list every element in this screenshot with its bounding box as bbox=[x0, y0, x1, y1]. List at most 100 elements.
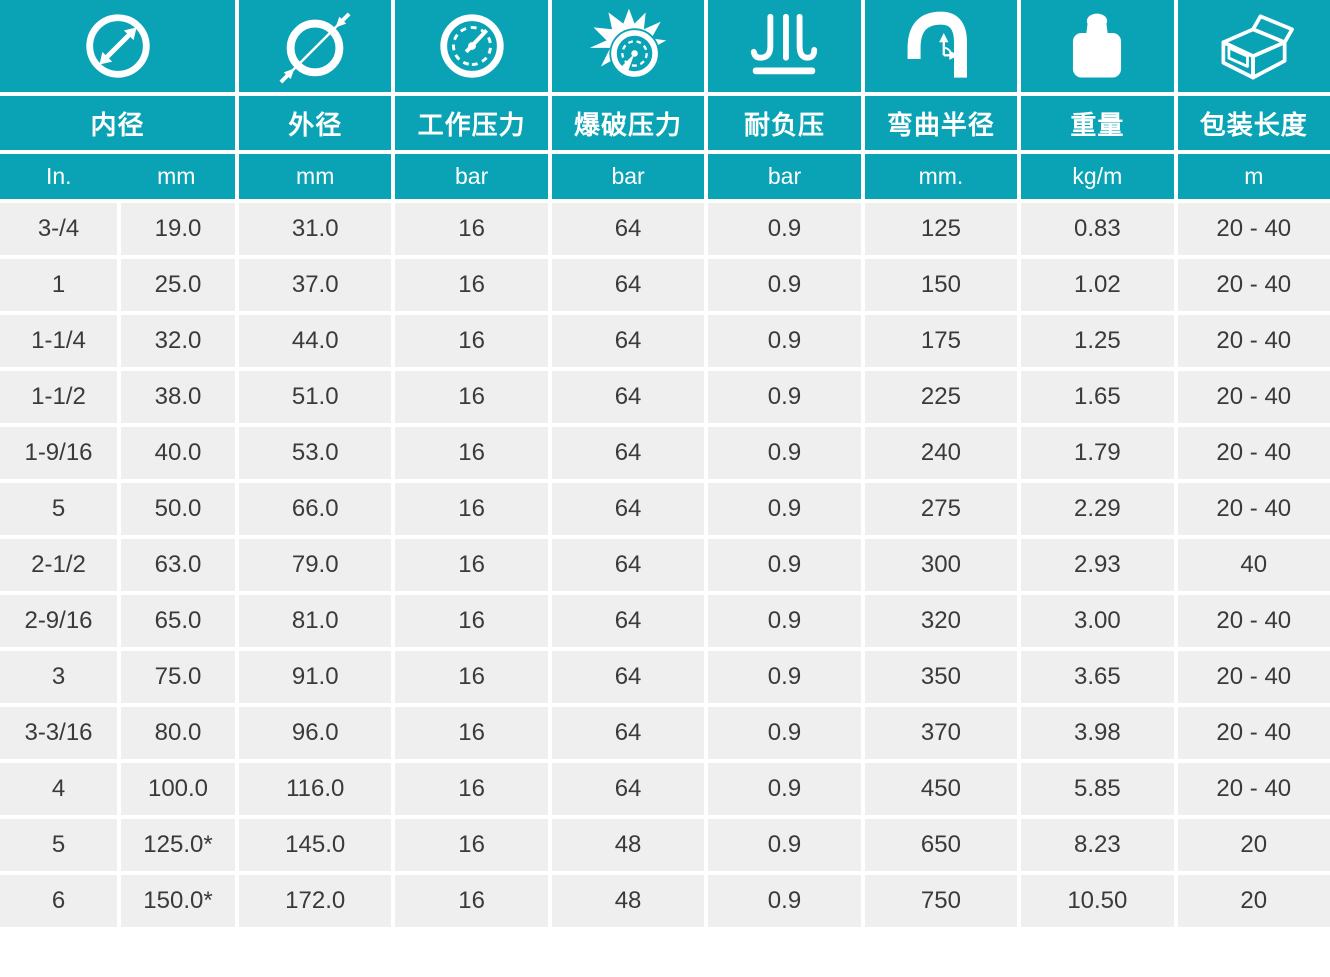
table-cell: 63.0 bbox=[121, 539, 235, 591]
outer-diameter-icon bbox=[279, 12, 351, 84]
pressure-gauge-icon bbox=[439, 14, 504, 78]
table-cell: 5.85 bbox=[1021, 763, 1174, 815]
table-cell: 1.65 bbox=[1021, 371, 1174, 423]
table-cell: 51.0 bbox=[239, 371, 392, 423]
weight-icon bbox=[1073, 13, 1122, 78]
table-cell: 1-9/16 bbox=[0, 427, 117, 479]
table-cell: 150 bbox=[864, 259, 1018, 311]
table-cell: 16 bbox=[395, 539, 548, 591]
table-cell: 32.0 bbox=[121, 315, 235, 367]
table-cell: 3-3/16 bbox=[0, 707, 117, 759]
table-cell: 64 bbox=[551, 203, 705, 255]
table-cell: 150.0* bbox=[121, 875, 235, 927]
column-header-bend-radius: 弯曲半径 bbox=[864, 96, 1018, 150]
table-cell: 0.9 bbox=[708, 427, 861, 479]
unit-cell-working-pressure: bar bbox=[395, 154, 548, 199]
table-cell: 0.9 bbox=[708, 203, 861, 255]
table-cell: 0.9 bbox=[708, 539, 861, 591]
table-cell: 38.0 bbox=[121, 371, 235, 423]
unit-cell-packing-length: m bbox=[1177, 154, 1330, 199]
table-cell: 1 bbox=[0, 259, 117, 311]
table-cell: 91.0 bbox=[239, 651, 392, 703]
column-header-working-pressure: 工作压力 bbox=[395, 96, 548, 150]
inner-diameter-icon bbox=[85, 14, 150, 78]
header-icon-cell-bend-radius bbox=[864, 0, 1018, 92]
table-cell: 64 bbox=[551, 651, 705, 703]
table-cell: 25.0 bbox=[121, 259, 235, 311]
column-header-outer-diameter: 外径 bbox=[239, 96, 392, 150]
table-cell: 0.9 bbox=[708, 371, 861, 423]
vacuum-icon bbox=[751, 13, 818, 75]
table-cell: 450 bbox=[864, 763, 1018, 815]
table-cell: 2-1/2 bbox=[0, 539, 117, 591]
table-cell: 75.0 bbox=[121, 651, 235, 703]
table-cell: 275 bbox=[864, 483, 1018, 535]
header-icon-cell-burst-pressure bbox=[551, 0, 705, 92]
table-cell: 5 bbox=[0, 483, 117, 535]
table-cell: 320 bbox=[864, 595, 1018, 647]
table-cell: 16 bbox=[395, 875, 548, 927]
table-cell: 64 bbox=[551, 763, 705, 815]
table-cell: 79.0 bbox=[239, 539, 392, 591]
header-icon-cell-vacuum-resistance bbox=[708, 0, 861, 92]
table-cell: 16 bbox=[395, 595, 548, 647]
table-cell: 2.93 bbox=[1021, 539, 1174, 591]
table-cell: 5 bbox=[0, 819, 117, 871]
table-cell: 16 bbox=[395, 707, 548, 759]
table-cell: 350 bbox=[864, 651, 1018, 703]
table-cell: 16 bbox=[395, 203, 548, 255]
table-cell: 64 bbox=[551, 371, 705, 423]
table-cell: 3.65 bbox=[1021, 651, 1174, 703]
table-cell: 65.0 bbox=[121, 595, 235, 647]
table-cell: 96.0 bbox=[239, 707, 392, 759]
table-cell: 0.9 bbox=[708, 763, 861, 815]
column-header-vacuum-resistance: 耐负压 bbox=[708, 96, 861, 150]
table-cell: 20 - 40 bbox=[1177, 259, 1330, 311]
table-cell: 64 bbox=[551, 427, 705, 479]
table-cell: 6 bbox=[0, 875, 117, 927]
table-cell: 20 bbox=[1177, 875, 1330, 927]
table-cell: 20 - 40 bbox=[1177, 203, 1330, 255]
table-cell: 8.23 bbox=[1021, 819, 1174, 871]
table-cell: 20 - 40 bbox=[1177, 315, 1330, 367]
table-cell: 1.25 bbox=[1021, 315, 1174, 367]
table-cell: 0.9 bbox=[708, 483, 861, 535]
table-cell: 0.9 bbox=[708, 819, 861, 871]
table-cell: 64 bbox=[551, 315, 705, 367]
table-cell: 20 - 40 bbox=[1177, 651, 1330, 703]
table-cell: 64 bbox=[551, 707, 705, 759]
table-cell: 750 bbox=[864, 875, 1018, 927]
table-cell: 53.0 bbox=[239, 427, 392, 479]
table-cell: 50.0 bbox=[121, 483, 235, 535]
table-cell: 20 bbox=[1177, 819, 1330, 871]
table-cell: 16 bbox=[395, 763, 548, 815]
table-cell: 1.79 bbox=[1021, 427, 1174, 479]
table-cell: 81.0 bbox=[239, 595, 392, 647]
table-cell: 175 bbox=[864, 315, 1018, 367]
unit-cell-vacuum-resistance: bar bbox=[708, 154, 861, 199]
table-cell: 172.0 bbox=[239, 875, 392, 927]
table-cell: 16 bbox=[395, 259, 548, 311]
table-cell: 16 bbox=[395, 819, 548, 871]
bend-radius-icon bbox=[907, 11, 967, 78]
table-cell: 16 bbox=[395, 315, 548, 367]
table-cell: 64 bbox=[551, 483, 705, 535]
table-cell: 125 bbox=[864, 203, 1018, 255]
header-icon-cell-weight bbox=[1021, 0, 1174, 92]
table-cell: 44.0 bbox=[239, 315, 392, 367]
table-cell: 64 bbox=[551, 539, 705, 591]
table-cell: 650 bbox=[864, 819, 1018, 871]
table-cell: 1-1/2 bbox=[0, 371, 117, 423]
table-cell: 100.0 bbox=[121, 763, 235, 815]
unit-cell-outer-diameter: mm bbox=[239, 154, 392, 199]
header-icon-cell-working-pressure bbox=[395, 0, 548, 92]
table-cell: 20 - 40 bbox=[1177, 483, 1330, 535]
column-header-burst-pressure: 爆破压力 bbox=[551, 96, 705, 150]
table-cell: 31.0 bbox=[239, 203, 392, 255]
table-cell: 3.98 bbox=[1021, 707, 1174, 759]
header-icon-cell-outer-diameter bbox=[239, 0, 392, 92]
table-cell: 145.0 bbox=[239, 819, 392, 871]
table-cell: 1.02 bbox=[1021, 259, 1174, 311]
header-icon-cell-inner-diameter bbox=[0, 0, 235, 92]
table-cell: 20 - 40 bbox=[1177, 707, 1330, 759]
